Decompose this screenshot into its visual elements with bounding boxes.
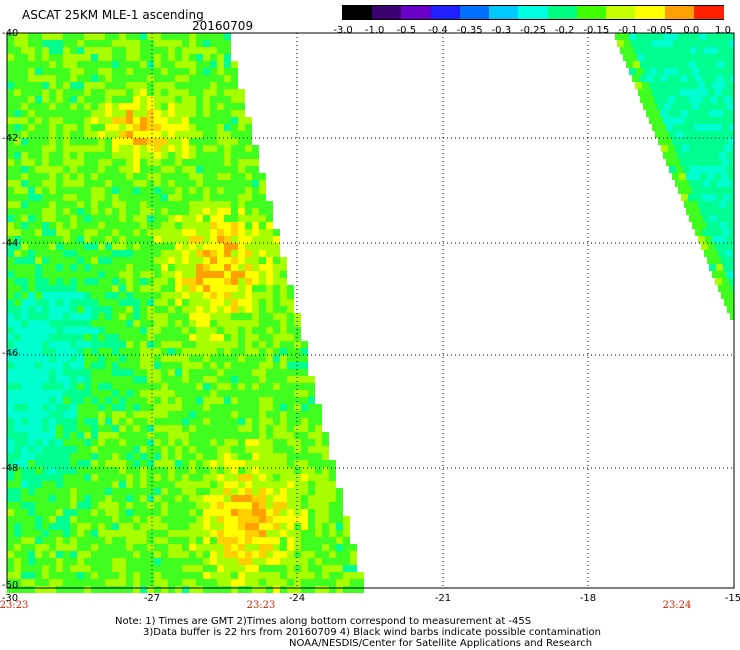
colorbar-segment bbox=[635, 6, 666, 19]
colorbar-tick-label: 0.0 bbox=[683, 25, 700, 36]
xlabel-2: -24 bbox=[288, 593, 306, 604]
colorbar-segment bbox=[693, 6, 724, 19]
colorbar-tick-label: -0.5 bbox=[396, 25, 417, 36]
colorbar-tick-label: -0.3 bbox=[491, 25, 512, 36]
colorbar-segment bbox=[459, 6, 491, 19]
colorbar-segment bbox=[606, 6, 637, 19]
colorbar-segment bbox=[547, 6, 578, 19]
time-label-2: 23:24 bbox=[662, 600, 692, 611]
colorbar-tick-label: -0.25 bbox=[520, 25, 546, 36]
ylabel-3: -46 bbox=[2, 348, 19, 359]
colorbar-segment bbox=[372, 6, 403, 19]
colorbar-tick-label: -0.2 bbox=[554, 25, 575, 36]
product-title: ASCAT 25KM MLE-1 ascending bbox=[22, 8, 204, 22]
colorbar-segment bbox=[430, 6, 461, 19]
ylabel-5: -50 bbox=[2, 580, 19, 591]
colorbar bbox=[342, 5, 724, 20]
xlabel-1: -27 bbox=[143, 593, 161, 604]
colorbar-tick-label: -0.4 bbox=[428, 25, 448, 36]
ylabel-0: -40 bbox=[2, 28, 19, 39]
ylabel-2: -44 bbox=[2, 238, 19, 249]
ylabel-4: -48 bbox=[2, 463, 19, 474]
xlabel-3: -21 bbox=[434, 593, 452, 604]
ylabel-1: -42 bbox=[2, 133, 19, 144]
colorbar-tick-label: -3.0 bbox=[333, 25, 353, 36]
colorbar-tick-label: -1.0 bbox=[364, 25, 385, 36]
map-frame bbox=[6, 32, 735, 589]
note-line-1: Note: 1) Times are GMT 2)Times along bot… bbox=[115, 616, 532, 627]
xlabel-5: -15 bbox=[724, 593, 740, 604]
colorbar-tick-label: -0.35 bbox=[456, 25, 483, 36]
colorbar-segment bbox=[518, 6, 549, 19]
colorbar-tick-label: -0.05 bbox=[646, 25, 673, 36]
colorbar-segment bbox=[576, 6, 608, 19]
xlabel-4: -18 bbox=[579, 593, 597, 604]
product-date: 20160709 bbox=[192, 19, 254, 33]
colorbar-segment bbox=[489, 6, 520, 19]
xlabel-0: -30 bbox=[1, 593, 19, 604]
note-line-2: 3)Data buffer is 22 hrs from 20160709 4)… bbox=[143, 627, 601, 638]
colorbar-tick-label: -0.1 bbox=[618, 25, 638, 36]
time-label-0: 23:23 bbox=[0, 600, 29, 611]
note-line-3: NOAA/NESDIS/Center for Satellite Applica… bbox=[289, 638, 593, 649]
colorbar-tick-label: 1.0 bbox=[715, 25, 731, 36]
time-label-1: 23:23 bbox=[246, 600, 276, 611]
colorbar-tick-label: -0.15 bbox=[583, 25, 610, 36]
colorbar-segment bbox=[664, 6, 695, 19]
colorbar-segment bbox=[401, 6, 432, 19]
colorbar-segment bbox=[343, 6, 374, 19]
